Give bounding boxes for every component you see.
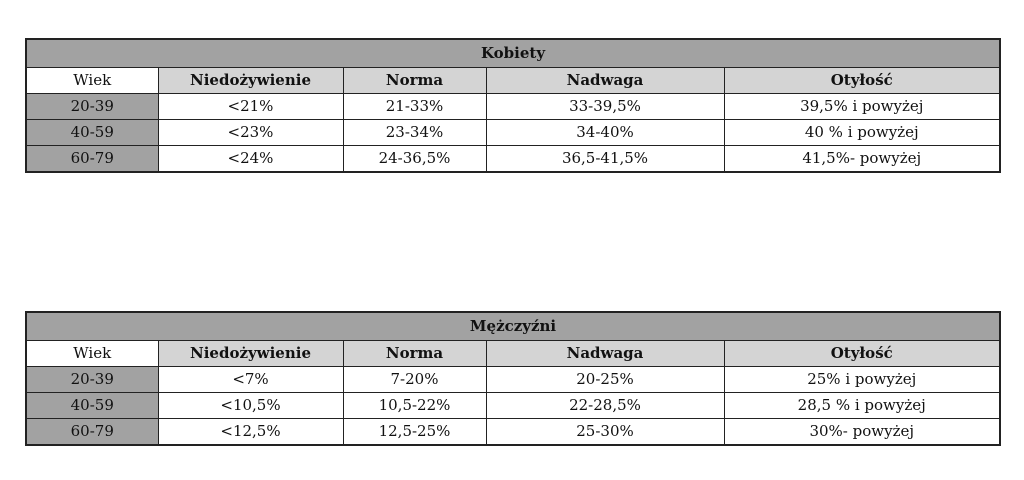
table-kobiety: Kobiety Wiek Niedożywienie Norma Nadwaga…: [25, 38, 1001, 173]
cell: 12,5-25%: [342, 418, 487, 446]
cell: 33-39,5%: [485, 93, 725, 120]
cell: 10,5-22%: [342, 392, 487, 419]
cell: 22-28,5%: [485, 392, 725, 419]
age-cell: 60-79: [25, 418, 159, 446]
cell: 40 % i powyżej: [723, 119, 1001, 146]
cell: <12,5%: [157, 418, 344, 446]
table-row: 40-59 <23% 23-34% 34-40% 40 % i powyżej: [25, 119, 1001, 146]
header-niedozywienie: Niedożywienie: [157, 67, 344, 94]
age-cell: 20-39: [25, 93, 159, 120]
cell: <21%: [157, 93, 344, 120]
cell: <23%: [157, 119, 344, 146]
table-row: 40-59 <10,5% 10,5-22% 22-28,5% 28,5 % i …: [25, 392, 1001, 419]
cell: <10,5%: [157, 392, 344, 419]
table-row: 20-39 <21% 21-33% 33-39,5% 39,5% i powyż…: [25, 93, 1001, 120]
cell: <24%: [157, 145, 344, 173]
table-title: Mężczyźni: [25, 311, 1001, 341]
cell: 24-36,5%: [342, 145, 487, 173]
age-cell: 60-79: [25, 145, 159, 173]
cell: 36,5-41,5%: [485, 145, 725, 173]
header-norma: Norma: [342, 340, 487, 367]
table-title: Kobiety: [25, 38, 1001, 68]
header-otylosc: Otyłość: [723, 340, 1001, 367]
header-norma: Norma: [342, 67, 487, 94]
header-niedozywienie: Niedożywienie: [157, 340, 344, 367]
header-row: Wiek Niedożywienie Norma Nadwaga Otyłość: [25, 340, 1001, 367]
cell: 39,5% i powyżej: [723, 93, 1001, 120]
table-row: 60-79 <24% 24-36,5% 36,5-41,5% 41,5%- po…: [25, 145, 1001, 173]
header-otylosc: Otyłość: [723, 67, 1001, 94]
cell: 25-30%: [485, 418, 725, 446]
header-wiek: Wiek: [25, 67, 159, 94]
header-wiek: Wiek: [25, 340, 159, 367]
cell: 28,5 % i powyżej: [723, 392, 1001, 419]
table-row: 20-39 <7% 7-20% 20-25% 25% i powyżej: [25, 366, 1001, 393]
age-cell: 20-39: [25, 366, 159, 393]
cell: 34-40%: [485, 119, 725, 146]
table-mezczyzni: Mężczyźni Wiek Niedożywienie Norma Nadwa…: [25, 311, 1001, 446]
cell: 30%- powyżej: [723, 418, 1001, 446]
cell: 21-33%: [342, 93, 487, 120]
header-nadwaga: Nadwaga: [485, 340, 725, 367]
cell: 23-34%: [342, 119, 487, 146]
table-row: 60-79 <12,5% 12,5-25% 25-30% 30%- powyże…: [25, 418, 1001, 446]
header-nadwaga: Nadwaga: [485, 67, 725, 94]
cell: 25% i powyżej: [723, 366, 1001, 393]
cell: <7%: [157, 366, 344, 393]
header-row: Wiek Niedożywienie Norma Nadwaga Otyłość: [25, 67, 1001, 94]
age-cell: 40-59: [25, 392, 159, 419]
cell: 41,5%- powyżej: [723, 145, 1001, 173]
age-cell: 40-59: [25, 119, 159, 146]
cell: 7-20%: [342, 366, 487, 393]
cell: 20-25%: [485, 366, 725, 393]
